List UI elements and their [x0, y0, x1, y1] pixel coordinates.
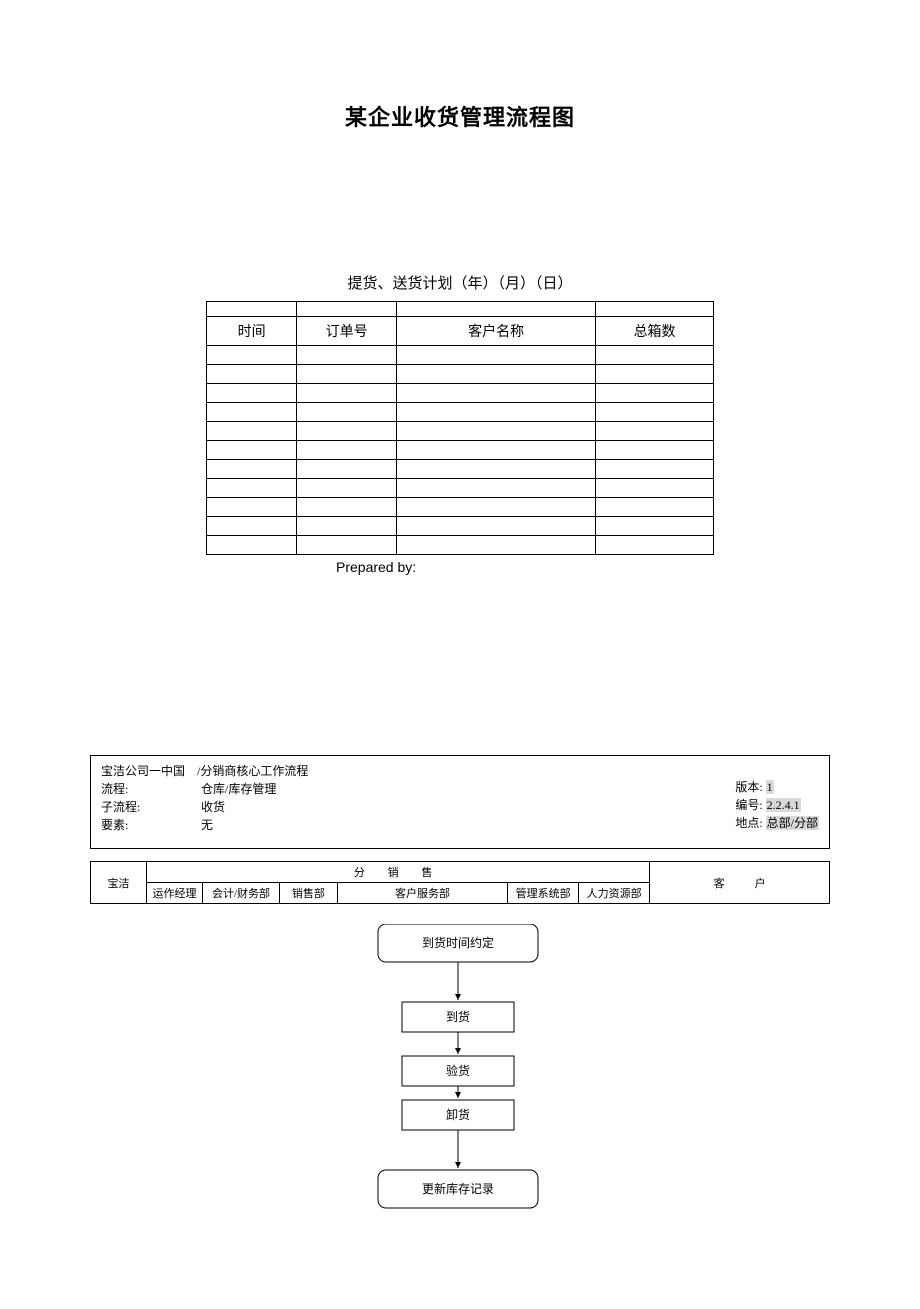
swim-pg: 宝洁: [91, 862, 147, 904]
col-time: 时间: [207, 317, 297, 346]
code-label: 编号:: [735, 798, 762, 812]
plan-subtitle: 提货、送货计划（年）（月）（日）: [0, 272, 920, 293]
code-val: 2.2.4.1: [766, 798, 801, 812]
col-order: 订单号: [297, 317, 397, 346]
swim-fin: 会计/财务部: [203, 883, 280, 904]
flow-node-label: 卸货: [446, 1107, 470, 1122]
plan-table: 时间 订单号 客户名称 总箱数: [206, 301, 714, 555]
version-label: 版本:: [735, 780, 762, 794]
flow-node-label: 验货: [446, 1063, 470, 1078]
subproc-label: 子流程:: [101, 798, 201, 816]
page-title: 某企业收货管理流程图: [0, 100, 920, 132]
table-row: [207, 422, 714, 441]
table-row: [207, 536, 714, 555]
process-val: 仓库/库存管理: [201, 782, 276, 796]
meta-box: 宝洁公司一中国 /分销商核心工作流程 流程:仓库/库存管理 子流程:收货 要素:…: [90, 755, 830, 849]
swim-hr: 人力资源部: [579, 883, 650, 904]
flow-node-label: 到货: [446, 1009, 470, 1024]
process-label: 流程:: [101, 780, 201, 798]
table-row: [207, 346, 714, 365]
element-val: 无: [201, 818, 213, 832]
version-val: 1: [766, 780, 774, 794]
loc-val: 总部/分部: [766, 816, 819, 830]
table-row: [207, 384, 714, 403]
swimlane-header: 宝洁 分 销 售 客户 运作经理 会计/财务部 销售部 客户服务部 管理系统部 …: [90, 861, 830, 904]
flow-node-label: 更新库存记录: [422, 1181, 494, 1196]
flowchart: 到货时间约定到货验货卸货更新库存记录: [90, 924, 830, 1304]
table-row: [207, 403, 714, 422]
swim-sale: 销售部: [279, 883, 337, 904]
table-row: [207, 460, 714, 479]
swim-dist: 分 销 售: [147, 862, 650, 883]
subproc-val: 收货: [201, 800, 225, 814]
element-label: 要素:: [101, 816, 201, 834]
swim-cust: 客户: [650, 862, 830, 904]
swim-mis: 管理系统部: [508, 883, 579, 904]
table-row: [207, 479, 714, 498]
table-row: [207, 441, 714, 460]
meta-suffix: /分销商核心工作流程: [197, 764, 308, 778]
col-customer: 客户名称: [397, 317, 596, 346]
table-row: [207, 498, 714, 517]
col-boxes: 总箱数: [596, 317, 714, 346]
table-row: [207, 517, 714, 536]
prepared-by: Prepared by:: [206, 559, 714, 575]
table-row: [207, 365, 714, 384]
swim-op: 运作经理: [147, 883, 203, 904]
meta-company: 宝洁公司一中国: [101, 764, 185, 778]
flow-node-label: 到货时间约定: [422, 935, 494, 950]
swim-cs: 客户服务部: [337, 883, 507, 904]
loc-label: 地点:: [735, 816, 762, 830]
